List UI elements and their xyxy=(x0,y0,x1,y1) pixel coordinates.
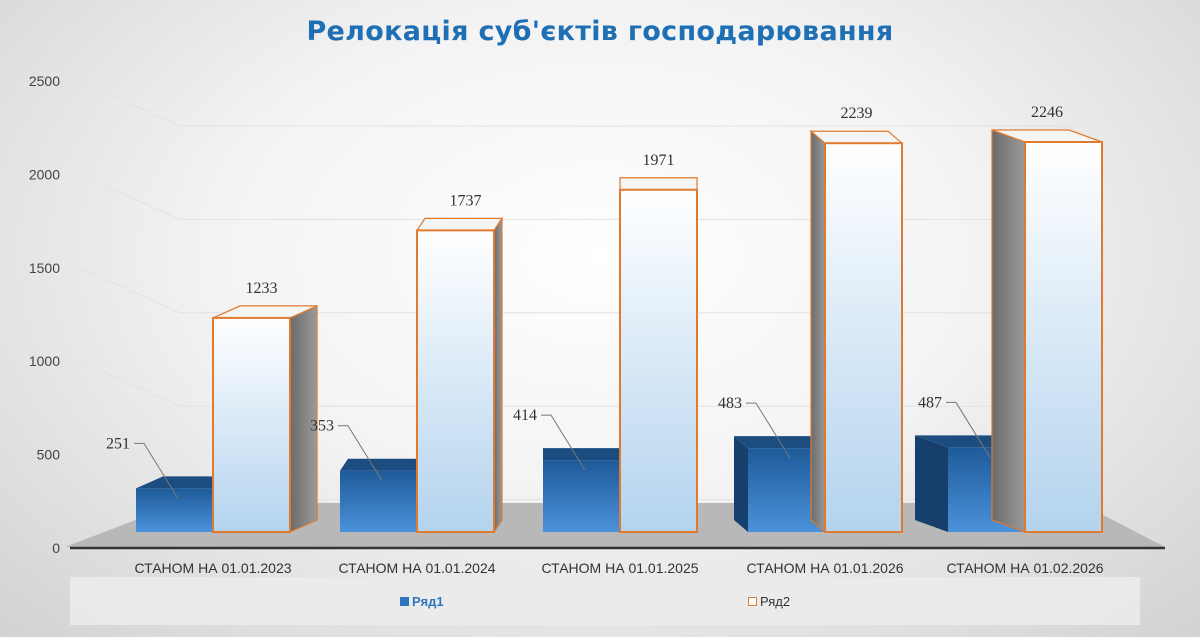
bar-front xyxy=(136,488,213,532)
y-tick-label: 2000 xyxy=(29,166,60,182)
bar-top xyxy=(809,130,904,144)
bar-front xyxy=(1024,141,1103,533)
data-label: 487 xyxy=(918,394,942,411)
gridline xyxy=(79,173,1080,220)
x-tick-label: СТАНОМ НА 01.01.2025 xyxy=(541,560,698,576)
x-tick-label: СТАНОМ НА 01.02.2026 xyxy=(946,560,1103,576)
bar-side xyxy=(991,129,1026,533)
data-label: 1737 xyxy=(450,192,482,209)
x-tick-label: СТАНОМ НА 01.01.2024 xyxy=(338,560,495,576)
data-label: 414 xyxy=(513,407,537,424)
data-label-leader xyxy=(338,425,383,481)
bar-top xyxy=(543,448,620,461)
bar-series1: 414 xyxy=(513,407,620,532)
bar-front xyxy=(212,316,291,533)
bar-front xyxy=(416,229,495,533)
y-tick-label: 500 xyxy=(37,447,61,463)
legend-label: Ряд1 xyxy=(412,594,444,609)
bar-series2: 2246 xyxy=(991,104,1103,533)
bar-series2: 2239 xyxy=(809,105,904,534)
data-label-leader xyxy=(541,414,586,471)
legend-item-series2: Ряд2 xyxy=(748,594,790,609)
bar-series1: 483 xyxy=(718,395,825,532)
data-label: 1971 xyxy=(643,152,675,169)
data-label: 2246 xyxy=(1031,104,1063,121)
bar-top xyxy=(619,177,698,191)
bar-front xyxy=(340,470,417,532)
data-label-leader xyxy=(946,401,991,458)
data-label: 483 xyxy=(718,395,742,412)
data-label-leader xyxy=(746,402,791,459)
legend: Ряд1 Ряд2 xyxy=(70,577,1140,625)
data-label: 251 xyxy=(106,435,130,452)
y-tick-label: 1500 xyxy=(29,260,60,276)
bar-side xyxy=(915,435,948,532)
gridline xyxy=(79,267,1080,314)
legend-swatch-white xyxy=(748,597,757,606)
y-tick-label: 1000 xyxy=(29,353,60,369)
y-tick-label: 2500 xyxy=(29,73,60,89)
bar-top xyxy=(340,458,425,471)
legend-item-series1: Ряд1 xyxy=(400,594,444,609)
y-tick-label: 0 xyxy=(52,540,60,556)
data-label: 353 xyxy=(310,418,334,435)
x-tick-label: СТАНОМ НА 01.01.2026 xyxy=(746,560,903,576)
bar-side xyxy=(734,436,748,532)
bar-top xyxy=(734,436,825,449)
chart-title: Релокація суб'єктів господарювання xyxy=(306,16,894,47)
bar-front xyxy=(543,460,620,532)
bar-series2: 1233 xyxy=(212,280,318,533)
gridline xyxy=(79,360,1080,407)
bar-front xyxy=(619,188,698,533)
bar-series2: 1971 xyxy=(619,152,698,533)
data-label-leader xyxy=(134,442,179,499)
bar-top xyxy=(415,217,504,231)
gridline xyxy=(79,80,1080,127)
x-tick-label: СТАНОМ НА 01.01.2023 xyxy=(134,560,291,576)
data-label: 2239 xyxy=(841,105,873,122)
bar-side xyxy=(493,216,503,534)
legend-label: Ряд2 xyxy=(760,594,791,609)
data-label: 1233 xyxy=(246,280,278,297)
legend-swatch-blue xyxy=(400,597,409,606)
bar-front xyxy=(824,142,903,534)
bar-series2: 1737 xyxy=(415,192,504,534)
bar-side xyxy=(810,129,826,534)
